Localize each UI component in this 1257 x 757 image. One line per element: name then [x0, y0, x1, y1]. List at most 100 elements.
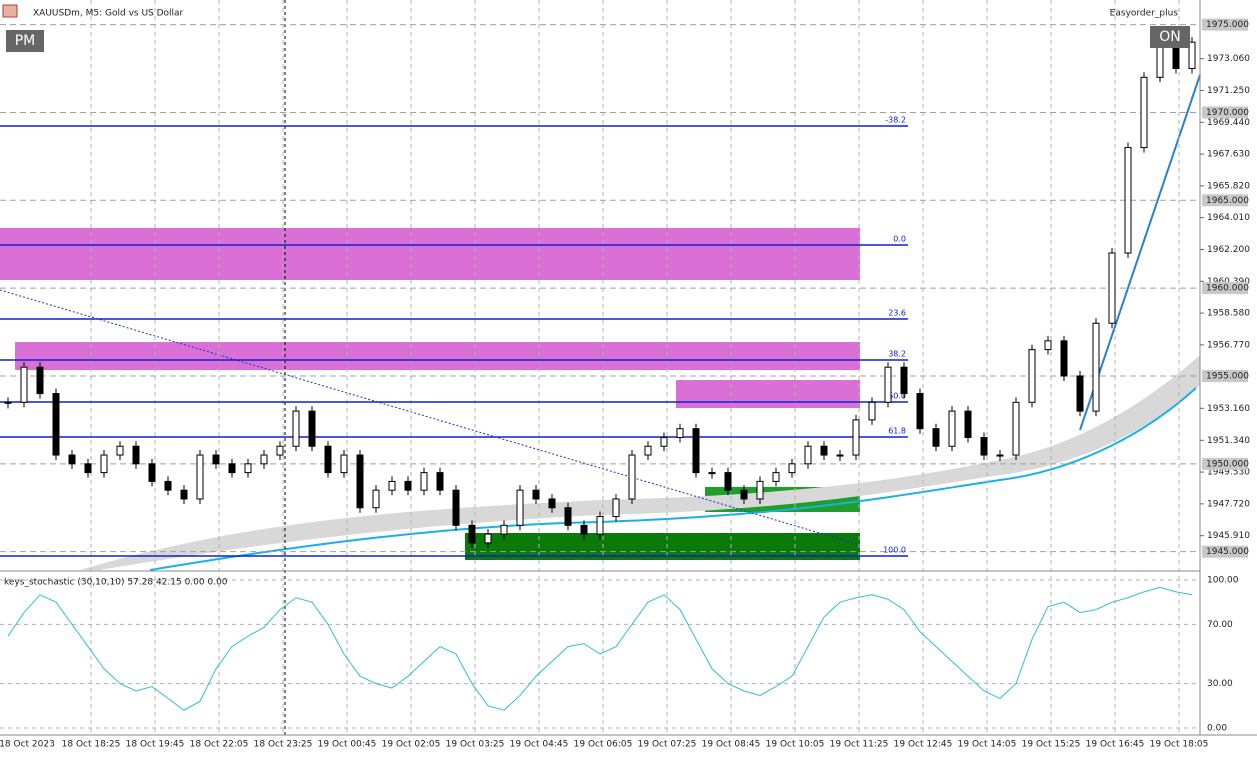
indicator-label: keys_stochastic (30,10,10) 57.28 42.15 0… — [4, 578, 228, 588]
supply-zone — [0, 228, 860, 280]
ma-band — [80, 355, 1200, 570]
candle-body — [452, 489, 460, 526]
time-label: 19 Oct 14:05 — [958, 740, 1017, 750]
level-box — [1202, 194, 1248, 207]
time-label: 19 Oct 08:45 — [702, 740, 761, 750]
candle-body — [900, 366, 908, 395]
candle-body — [996, 454, 1004, 457]
trend-line — [0, 289, 861, 546]
level-box — [1202, 545, 1248, 558]
candle-body — [372, 489, 380, 509]
candle-body — [388, 480, 396, 491]
candle-body — [228, 463, 236, 474]
candle-body — [836, 454, 844, 457]
time-label: 18 Oct 2023 — [0, 740, 55, 750]
candle-body — [1028, 349, 1036, 403]
candle-body — [852, 419, 860, 456]
candle-body — [340, 454, 348, 474]
candle-body — [20, 366, 28, 403]
pm-button[interactable] — [6, 30, 44, 52]
candle-body — [1108, 252, 1116, 324]
stochastic-line — [7, 586, 1193, 711]
time-label: 19 Oct 00:45 — [318, 740, 377, 750]
price-label: 1953.160 — [1207, 404, 1250, 414]
level-box — [1202, 369, 1248, 382]
candle-body — [1012, 401, 1020, 456]
level-label: 1955.000 — [1206, 371, 1249, 381]
candle-body — [468, 524, 476, 544]
indicator-tick: 0.00 — [1207, 724, 1227, 734]
candle-body — [804, 445, 812, 465]
price-label: 1960.390 — [1207, 277, 1250, 287]
candle-body — [52, 393, 60, 456]
level-box — [1202, 18, 1248, 31]
fib-label: 50.0 — [888, 392, 906, 401]
candle-body — [676, 428, 684, 438]
candle-body — [132, 445, 140, 465]
price-label: 1964.010 — [1207, 213, 1250, 223]
candle-body — [820, 445, 828, 456]
fib-label: 23.6 — [888, 309, 906, 318]
candle-body — [4, 401, 12, 404]
candle-body — [564, 507, 572, 526]
supply-zone — [15, 342, 860, 370]
trend-line — [1079, 74, 1201, 431]
candle-body — [932, 428, 940, 447]
time-label: 19 Oct 12:45 — [894, 740, 953, 750]
fib-label: -38.2 — [885, 116, 906, 125]
indicator-tick: 100.00 — [1207, 576, 1239, 586]
time-label: 19 Oct 04:45 — [510, 740, 569, 750]
price-label: 1962.200 — [1207, 245, 1250, 255]
fib-label: 38.2 — [888, 350, 906, 359]
time-label: 19 Oct 03:25 — [446, 740, 505, 750]
candle-body — [404, 480, 412, 491]
level-label: 1945.000 — [1206, 547, 1249, 557]
candle-body — [916, 393, 924, 430]
level-label: 1975.000 — [1206, 20, 1249, 30]
candle-body — [212, 454, 220, 465]
level-label: 1965.000 — [1206, 196, 1249, 206]
candle-body — [580, 524, 588, 535]
time-label: 19 Oct 11:25 — [830, 740, 889, 750]
time-label: 18 Oct 23:25 — [254, 740, 313, 750]
time-label: 19 Oct 16:45 — [1086, 740, 1145, 750]
candle-body — [980, 436, 988, 456]
candle-body — [1140, 76, 1148, 149]
candle-body — [500, 524, 508, 535]
price-label: 1973.060 — [1207, 54, 1250, 64]
candle-body — [84, 463, 92, 474]
price-label: 1969.440 — [1207, 118, 1250, 128]
candle-body — [1092, 322, 1100, 412]
candle-body — [68, 454, 76, 465]
price-label: 1965.820 — [1207, 181, 1250, 191]
level-box — [1202, 457, 1248, 470]
fib-label: 0.0 — [893, 235, 906, 244]
level-label: 1950.000 — [1206, 459, 1249, 469]
candle-body — [36, 366, 44, 395]
time-label: 18 Oct 18:25 — [62, 740, 121, 750]
candle-body — [324, 445, 332, 474]
on-button[interactable] — [1150, 26, 1190, 48]
symbol-icon — [2, 4, 18, 18]
indicator-tick: 30.00 — [1207, 679, 1233, 689]
candle-body — [1044, 340, 1052, 351]
candle-body — [164, 480, 172, 491]
on-button-label[interactable]: ON — [1159, 29, 1181, 45]
fib-label: 61.8 — [888, 427, 906, 436]
candle-body — [964, 410, 972, 438]
level-box — [1202, 106, 1248, 119]
price-label: 1956.770 — [1207, 340, 1250, 350]
time-label: 18 Oct 22:05 — [190, 740, 249, 750]
level-label: 1960.000 — [1206, 284, 1249, 294]
symbol-title: XAUUSDm, M5: Gold vs US Dollar — [33, 9, 184, 19]
time-label: 19 Oct 18:05 — [1150, 740, 1209, 750]
price-label: 1947.720 — [1207, 499, 1250, 509]
candle-body — [436, 472, 444, 491]
candle-body — [740, 489, 748, 500]
time-label: 18 Oct 19:45 — [126, 740, 185, 750]
price-label: 1949.530 — [1207, 468, 1250, 478]
fib-label: 100.0 — [883, 546, 906, 555]
level-label: 1970.000 — [1206, 108, 1249, 118]
pm-button-label[interactable]: PM — [15, 33, 36, 49]
